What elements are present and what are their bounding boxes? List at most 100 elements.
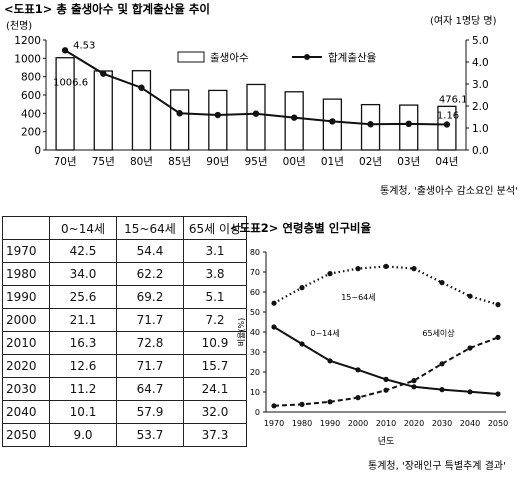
table-value-cell: 54.4 [116, 239, 184, 263]
table-row: 2030 11.2 64.7 24.1 [2, 377, 247, 401]
chart2-point [439, 387, 445, 393]
table-value-cell: 3.8 [183, 262, 247, 286]
legend-line-marker [304, 54, 310, 60]
chart2-x-tick-label: 2000 [348, 419, 368, 428]
chart1-left-tick-label: 600 [21, 90, 41, 102]
chart2-y-tick-label: 50 [250, 308, 260, 317]
chart1-data-label: 1.16 [437, 110, 459, 121]
chart1-bar [246, 83, 266, 151]
chart2-x-tick-label: 2030 [432, 419, 452, 428]
legend-bar-label: 출생아수 [210, 52, 249, 64]
chart2-point [271, 300, 277, 306]
table-year-cell: 2040 [2, 400, 50, 424]
table-value-cell: 10.9 [183, 331, 247, 355]
chart2-y-tick-label: 40 [250, 328, 260, 337]
chart2-point [355, 395, 361, 401]
table-row: 2010 16.3 72.8 10.9 [2, 331, 247, 355]
chart1-left-tick-label: 0 [34, 145, 41, 157]
chart1-bar [131, 70, 152, 151]
chart2-point [411, 378, 417, 384]
chart1-line-marker [138, 84, 145, 91]
chart2-series-line [273, 326, 499, 395]
table-value-cell: 12.6 [49, 354, 117, 378]
chart1-left-tick-label: 200 [21, 127, 41, 139]
chart1-left-tick-label: 1000 [14, 53, 41, 65]
table-year-cell: 1970 [2, 239, 50, 263]
chart1-x-tick-label: 01년 [321, 156, 344, 168]
chart1-left-tick-label: 800 [21, 72, 41, 84]
table-value-cell: 57.9 [116, 400, 184, 424]
chart2-point [467, 389, 473, 395]
chart2-x-axis-label: 년도 [378, 436, 395, 447]
chart1-line-marker [176, 110, 183, 117]
chart2-source: 통계청, '장래인구 특별추계 결과' [368, 460, 506, 472]
chart2-point [271, 324, 277, 330]
chart2-y-tick-label: 0 [255, 408, 260, 417]
table-year-cell: 1980 [2, 262, 50, 286]
chart1-x-tick-label: 03년 [397, 156, 420, 168]
chart1-data-label: 1006.6 [53, 78, 88, 89]
chart1-bar [437, 105, 457, 151]
table-row: 2050 9.0 53.7 37.3 [2, 423, 247, 447]
chart1-bar [284, 91, 304, 151]
chart1-legend: 출생아수 합계출산율 [177, 51, 377, 64]
chart1-line-marker [367, 121, 374, 128]
chart1-line-marker [100, 70, 107, 77]
table-year-cell: 2030 [2, 377, 50, 401]
table-header-cell [2, 216, 50, 240]
chart1-source: 통계청, '출생아수 감소요인 분석' [380, 185, 518, 197]
chart1-x-tick-label: 75년 [92, 156, 115, 168]
table-row: 2020 12.6 71.7 15.7 [2, 354, 247, 378]
chart2-x-tick-label: 1990 [320, 419, 340, 428]
table-value-cell: 7.2 [183, 308, 247, 332]
chart2-x-tick-label: 2010 [376, 419, 396, 428]
chart1-bar [93, 70, 113, 151]
table-year-cell: 2000 [2, 308, 50, 332]
chart2-series-line [273, 265, 499, 306]
chart2-y-tick-label: 60 [250, 288, 260, 297]
table-value-cell: 42.5 [49, 239, 117, 263]
chart1-x-tick-label: 00년 [283, 156, 306, 168]
birth-chart: <도표1> 총 출생아수 및 합계출산율 추이 (천명) (여자 1명당 명) … [4, 2, 518, 197]
table-value-cell: 25.6 [49, 285, 117, 309]
chart1-line-marker [252, 110, 260, 117]
chart2-point [383, 376, 389, 382]
chart1-left-tick-label: 1200 [14, 35, 41, 47]
table-year-cell: 2050 [2, 423, 50, 447]
table-value-cell: 9.0 [49, 423, 117, 447]
chart2-point [327, 358, 333, 364]
table-value-cell: 21.1 [49, 308, 117, 332]
chart2-x-tick-label: 2050 [488, 419, 508, 428]
chart1-data-label: 476.1 [439, 94, 468, 105]
table-year-cell: 1990 [2, 285, 50, 309]
table-header-row: 0~14세 15~64세 65세 이상 [2, 216, 247, 240]
table-value-cell: 32.0 [183, 400, 247, 424]
chart1-left-tick-label: 400 [21, 108, 41, 120]
chart1-x-tick-label: 90년 [206, 156, 229, 168]
chart1-x-tick-label: 85년 [168, 156, 191, 168]
chart2-point [495, 391, 501, 397]
chart1-line-marker [405, 120, 412, 128]
chart2-series-label: 0~14세 [310, 329, 339, 338]
table-row: 1990 25.6 69.2 5.1 [2, 285, 247, 309]
chart1-x-tick-label: 70년 [54, 156, 77, 168]
chart2-point [383, 263, 389, 269]
chart1-left-unit: (천명) [6, 20, 32, 32]
chart1-x-tick-label: 02년 [359, 156, 382, 168]
chart2-y-tick-label: 30 [250, 348, 260, 357]
chart1-bar [169, 89, 190, 151]
chart1-line-marker [61, 47, 69, 54]
chart1-line-marker [443, 121, 451, 128]
chart1-data-label: 4.53 [73, 40, 95, 51]
chart1-line-marker [214, 111, 222, 119]
table-value-cell: 24.1 [183, 377, 247, 401]
chart2-point [355, 266, 361, 272]
chart2-point [411, 266, 417, 272]
chart2-point [411, 384, 417, 390]
chart2-point [299, 285, 305, 291]
chart2-x-tick-label: 2020 [404, 419, 424, 428]
chart1-x-tick-label: 80년 [130, 156, 153, 168]
chart2-point [467, 345, 473, 351]
table-value-cell: 62.2 [116, 262, 184, 286]
chart2-x-tick-label: 1970 [264, 419, 284, 428]
